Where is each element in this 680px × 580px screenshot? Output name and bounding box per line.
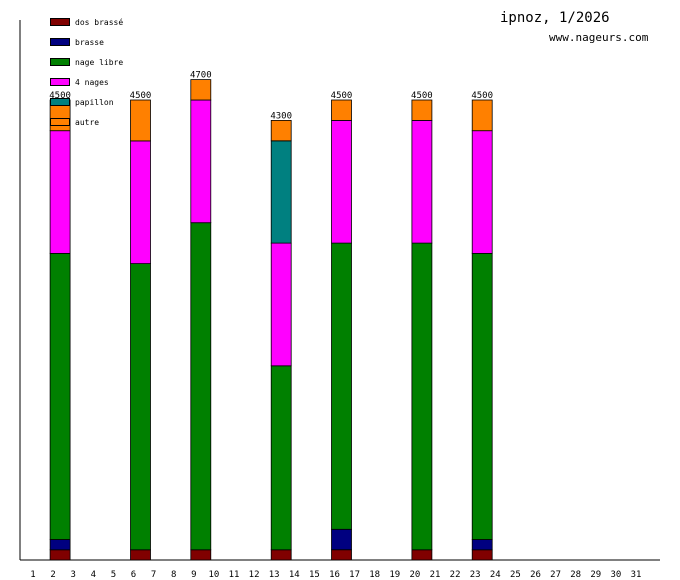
chart-title: ipnoz, 1/2026 <box>500 10 610 26</box>
bar-segment-day16-series0 <box>331 549 352 561</box>
x-tick-label: 15 <box>309 570 320 580</box>
bar-segment-day20-series5 <box>411 99 433 121</box>
bar-segment-day13-series0 <box>270 549 292 561</box>
x-tick-label: 9 <box>191 570 196 580</box>
x-tick-label: 26 <box>530 570 541 580</box>
x-tick-label: 3 <box>70 570 75 580</box>
x-tick-label: 19 <box>389 570 400 580</box>
legend-item: papillon <box>50 96 114 108</box>
bar-segment-day23-series0 <box>471 549 493 561</box>
bar-segment-day13-series5 <box>270 120 292 142</box>
x-tick-label: 14 <box>289 570 300 580</box>
bar-segment-day6-series3 <box>130 140 151 264</box>
bar-segment-day23-series3 <box>471 130 493 254</box>
bars-group <box>49 79 493 561</box>
bar-segment-day2-series1 <box>49 539 71 551</box>
x-tick-label: 1 <box>30 570 35 580</box>
bar-segment-day13-series2 <box>270 365 292 551</box>
x-tick-label: 4 <box>91 570 96 580</box>
legend-label: papillon <box>75 97 114 107</box>
x-tick-label: 31 <box>631 570 642 580</box>
x-tick-label: 21 <box>430 570 441 580</box>
bar-segment-day2-series3 <box>49 130 71 254</box>
x-tick-label: 12 <box>249 570 260 580</box>
x-tick-label: 2 <box>50 570 55 580</box>
bar-segment-day9-series2 <box>190 222 212 551</box>
x-tick-label: 5 <box>111 570 116 580</box>
legend-label: nage libre <box>75 57 124 67</box>
total-label: 4500 <box>331 91 353 101</box>
x-tick-label: 22 <box>450 570 461 580</box>
bar-segment-day13-series4 <box>270 140 292 244</box>
x-tick-label: 24 <box>490 570 501 580</box>
x-tick-label: 10 <box>208 570 219 580</box>
total-label: 4700 <box>190 71 212 81</box>
total-label: 4500 <box>130 91 152 101</box>
x-tick-label: 28 <box>570 570 581 580</box>
x-tick-label: 13 <box>269 570 280 580</box>
x-tick-label: 29 <box>590 570 601 580</box>
legend-swatch <box>50 78 70 86</box>
bar-segment-day6-series2 <box>130 263 151 551</box>
legend-swatch <box>50 38 70 46</box>
legend-label: brasse <box>75 37 104 47</box>
bar-segment-day20-series2 <box>411 242 433 551</box>
legend-label: 4 nages <box>75 77 109 87</box>
legend-item: brasse <box>50 36 104 48</box>
x-tick-label: 18 <box>369 570 380 580</box>
bar-segment-day23-series5 <box>471 99 493 132</box>
x-tick-label: 20 <box>409 570 420 580</box>
x-tick-label: 8 <box>171 570 176 580</box>
legend-item: dos brassé <box>50 16 123 28</box>
total-label: 4500 <box>49 91 71 101</box>
legend-swatch <box>50 58 70 66</box>
legend-label: dos brassé <box>75 17 124 27</box>
bar-segment-day23-series2 <box>471 252 493 540</box>
x-tick-label: 7 <box>151 570 156 580</box>
legend-swatch <box>50 118 70 126</box>
site-url: www.nageurs.com <box>549 31 649 44</box>
total-label: 4500 <box>471 91 493 101</box>
bar-segment-day6-series5 <box>130 99 151 142</box>
bar-segment-day16-series1 <box>331 528 352 551</box>
bar-segment-day20-series3 <box>411 120 433 244</box>
bar-segment-day20-series0 <box>411 549 433 561</box>
x-tick-label: 11 <box>229 570 240 580</box>
x-tick-label: 6 <box>131 570 136 580</box>
bar-segment-day9-series0 <box>190 549 212 561</box>
bar-segment-day16-series5 <box>331 99 352 121</box>
total-label: 4500 <box>411 91 433 101</box>
legend-item: 4 nages <box>50 76 109 88</box>
total-label: 4300 <box>270 111 292 121</box>
x-tick-label: 23 <box>470 570 481 580</box>
x-tick-label: 16 <box>329 570 340 580</box>
bar-segment-day16-series2 <box>331 242 352 530</box>
legend-swatch <box>50 18 70 26</box>
legend-item: nage libre <box>50 56 123 68</box>
bar-segment-day9-series3 <box>190 99 212 224</box>
x-tick-label: 25 <box>510 570 521 580</box>
x-tick-label: 30 <box>610 570 621 580</box>
x-tick-labels-group: 1 2 3 4 5 6 7 8 9 10 11 12 13 14 15 16 17 18 19 20 21 22 23 24 2… <box>30 570 641 580</box>
bar-segment-day2-series2 <box>49 252 71 540</box>
bar-segment-day13-series3 <box>270 242 292 367</box>
legend-item: autre <box>50 116 99 128</box>
legend-label: autre <box>75 117 100 127</box>
bar-segment-day6-series0 <box>130 549 151 561</box>
bar-segment-day16-series3 <box>331 120 352 244</box>
legend-swatch <box>50 98 70 106</box>
x-tick-label: 17 <box>349 570 360 580</box>
bar-segment-day23-series1 <box>471 539 493 551</box>
bar-segment-day2-series0 <box>49 549 71 561</box>
bar-segment-day9-series5 <box>190 79 212 101</box>
x-tick-label: 27 <box>550 570 561 580</box>
total-labels-group: 4500 4500 4700 4300 4500 4500 4500 <box>49 71 493 122</box>
